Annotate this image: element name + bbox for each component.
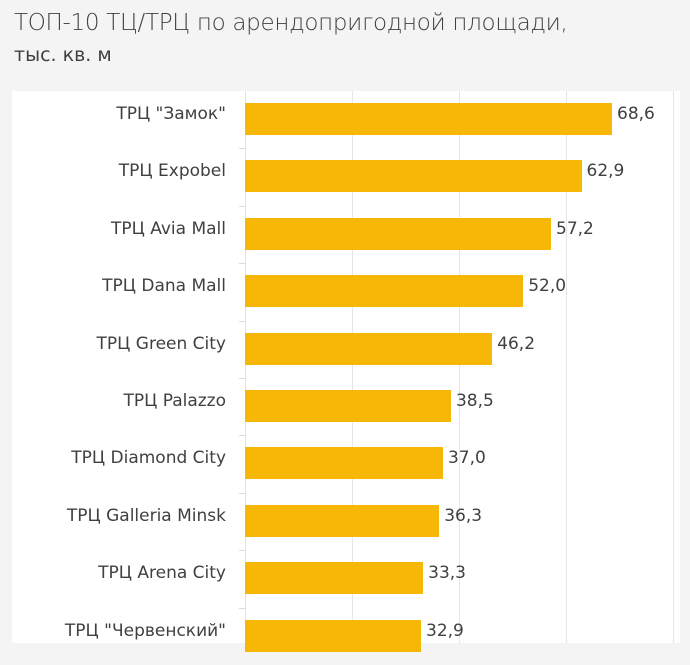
value-label: 38,5 [455, 391, 494, 411]
value-label: 52,0 [528, 276, 567, 297]
category-label: ТРЦ "Замок" [116, 104, 226, 124]
bar-row: ТРЦ Expobel 62,9 [12, 148, 680, 205]
bar [245, 447, 443, 480]
axis-tick [239, 492, 245, 494]
value-label: 57,2 [556, 218, 594, 239]
chart-area: ТРЦ "Замок" 68,6 ТРЦ Expobel 62,9 ТРЦ Avia M… [12, 91, 680, 652]
category-label: ТРЦ Galleria Minsk [66, 505, 226, 526]
bar-row: ТРЦ Galleria Minsk 36,3 [12, 493, 680, 550]
bar-row: ТРЦ Dana Mall 52,0 [12, 263, 680, 320]
category-label: ТРЦ Expobel [118, 161, 226, 182]
category-label: ТРЦ Avia Mall [110, 218, 226, 239]
bar [245, 160, 582, 193]
bar-row: ТРЦ Green City 46,2 [12, 321, 680, 378]
bar-row: ТРЦ "Червенский" 32,9 [12, 608, 680, 665]
value-label: 36,3 [444, 505, 483, 526]
value-label: 62,9 [586, 161, 625, 182]
axis-tick [239, 550, 245, 552]
gridline [673, 91, 674, 643]
bar-row: ТРЦ Avia Mall 57,2 [12, 206, 680, 263]
value-label: 32,9 [426, 620, 464, 641]
axis-tick [239, 148, 245, 150]
axis-tick [239, 435, 245, 437]
bar-row: ТРЦ Palazzo 38,5 [12, 378, 680, 435]
category-label: ТРЦ Palazzo [123, 391, 226, 411]
category-label: ТРЦ "Червенский" [64, 620, 226, 641]
bar [245, 619, 421, 652]
chart-title: ТОП-10 ТЦ/ТРЦ по арендопригодной площади… [14, 10, 568, 36]
bar [245, 562, 424, 595]
axis-tick [239, 320, 245, 322]
value-label: 37,0 [447, 448, 486, 469]
bar-row: ТРЦ "Замок" 68,6 [12, 91, 680, 148]
category-label: ТРЦ Dana Mall [102, 276, 226, 297]
gridline [459, 91, 460, 643]
value-label: 68,6 [617, 104, 655, 124]
axis-tick [239, 607, 245, 609]
bar [245, 390, 451, 422]
category-label: ТРЦ Arena City [98, 563, 226, 584]
axis-tick [239, 378, 245, 379]
bar-row: ТРЦ Arena City 33,3 [12, 550, 680, 607]
category-label: ТРЦ Green City [96, 333, 226, 354]
value-label: 46,2 [497, 333, 536, 354]
gridline [352, 91, 353, 643]
bar [245, 103, 612, 135]
bar [245, 332, 493, 365]
axis-tick [239, 263, 245, 265]
chart-subtitle: тыс. кв. м [14, 44, 112, 66]
axis-tick [239, 205, 245, 207]
bar [245, 217, 552, 250]
bar-row: ТРЦ Diamond City 37,0 [12, 435, 680, 492]
bar [245, 504, 440, 537]
category-label: ТРЦ Diamond City [71, 448, 226, 469]
bar [245, 275, 524, 308]
y-axis-line [245, 91, 246, 643]
gridline [566, 91, 567, 643]
value-label: 33,3 [428, 563, 466, 584]
